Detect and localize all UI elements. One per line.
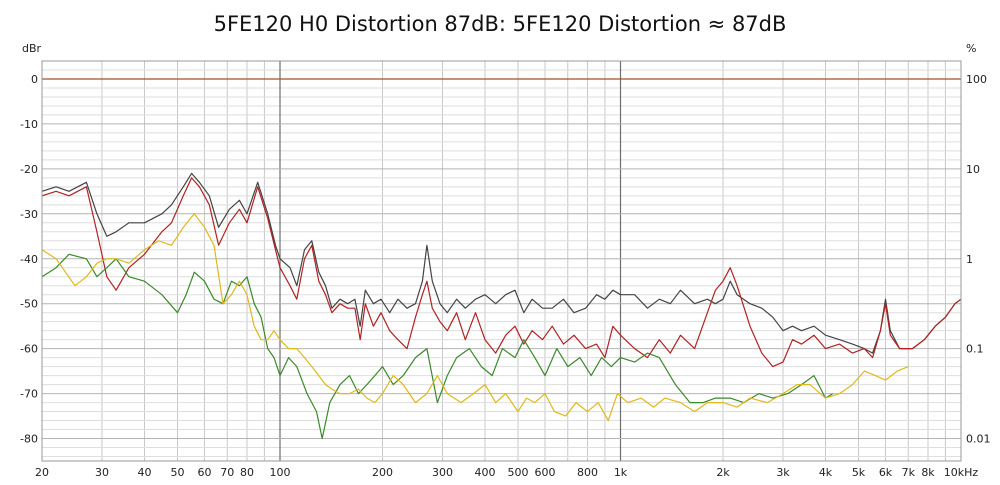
- y-tick-label-right: 10: [966, 163, 980, 176]
- x-tick-label: 70: [220, 466, 234, 479]
- y-tick-labels-left: 0 -10 -20 -30 -40 -50 -60 -70 -80: [20, 73, 38, 446]
- x-tick-label: 600: [535, 466, 556, 479]
- y-tick-labels-right: 100 10 1 0.1 0.01: [966, 73, 991, 446]
- x-tick-label: 60: [198, 466, 212, 479]
- x-tick-label: 400: [475, 466, 496, 479]
- plot-frame: [41, 60, 962, 462]
- series-line-h4: [41, 213, 909, 422]
- y-tick-label-left: -60: [20, 343, 38, 356]
- chart-title: 5FE120 H0 Distortion 87dB: 5FE120 Distor…: [214, 12, 787, 36]
- x-tick-label: 5k: [852, 466, 866, 479]
- x-tick-label: 6k: [879, 466, 893, 479]
- y-axis-label-left: dBr: [22, 42, 42, 55]
- y-tick-label-left: -40: [20, 253, 38, 266]
- x-tick-label: 500: [508, 466, 529, 479]
- y-tick-label-right: 100: [966, 73, 987, 86]
- y-tick-label-left: -30: [20, 208, 38, 221]
- y-tick-label-right: 1: [966, 253, 973, 266]
- x-tick-label: 2k: [716, 466, 730, 479]
- series-line-thd: [41, 172, 962, 354]
- x-tick-label: 10kHz: [944, 466, 979, 479]
- y-tick-label-left: -70: [20, 388, 38, 401]
- x-tick-label: 40: [138, 466, 152, 479]
- y-tick-label-right: 0.01: [966, 433, 991, 446]
- x-tick-label: 80: [240, 466, 254, 479]
- y-tick-label-left: 0: [31, 73, 38, 86]
- x-tick-label: 30: [95, 466, 109, 479]
- series-layer: [41, 172, 962, 440]
- y-axis-label-right: %: [966, 42, 976, 55]
- x-tick-label: 8k: [921, 466, 935, 479]
- series-line-h2: [41, 177, 962, 368]
- minor-grid: [41, 60, 962, 461]
- x-tick-label: 1k: [614, 466, 628, 479]
- y-tick-label-left: -80: [20, 433, 38, 446]
- y-tick-label-right: 0.1: [966, 343, 984, 356]
- x-tick-label: 7k: [902, 466, 916, 479]
- y-tick-label-left: -20: [20, 163, 38, 176]
- y-tick-label-left: -50: [20, 298, 38, 311]
- x-tick-label: 4k: [819, 466, 833, 479]
- y-tick-label-left: -10: [20, 118, 38, 131]
- x-tick-label: 20: [35, 466, 49, 479]
- x-tick-label: 300: [432, 466, 453, 479]
- x-tick-label: 200: [372, 466, 393, 479]
- x-tick-label: 50: [171, 466, 185, 479]
- x-tick-label: 800: [577, 466, 598, 479]
- x-tick-label: 100: [270, 466, 291, 479]
- x-tick-label: 3k: [776, 466, 790, 479]
- x-tick-labels: 20 30 40 50 60 70 80 100 200 300 400 500 600 800 1k 2k 3…: [35, 466, 978, 479]
